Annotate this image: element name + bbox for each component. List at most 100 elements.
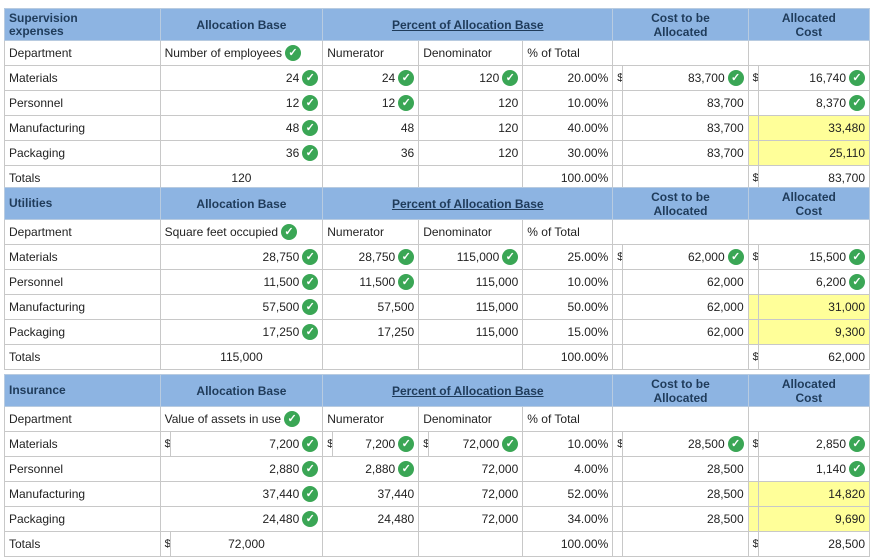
- check-circle-icon: ✓: [302, 436, 319, 452]
- percent-base-header: Percent of Allocation Base: [322, 374, 614, 407]
- check-circle-icon: ✓: [302, 145, 319, 161]
- check-circle-icon: ✓: [302, 120, 319, 136]
- numerator-label: Numerator: [322, 40, 420, 66]
- allocated-input[interactable]: 33,480: [757, 115, 871, 141]
- check-circle-icon: ✓: [502, 436, 519, 452]
- cost-input[interactable]: 83,700 ✓: [622, 65, 749, 91]
- denominator-label: Denominator: [418, 406, 524, 432]
- table-row: Personnel 11,500 ✓ 11,500 ✓ 115,000 10.00%…: [4, 269, 871, 295]
- base-input[interactable]: 17,250 ✓: [159, 319, 324, 345]
- numerator-label: Numerator: [322, 406, 420, 432]
- check-circle-icon: ✓: [849, 249, 865, 265]
- check-circle-icon: ✓: [302, 274, 319, 290]
- numerator-input[interactable]: 28,750 ✓: [322, 244, 420, 270]
- check-circle-icon: ✓: [727, 249, 744, 265]
- check-circle-icon: ✓: [502, 249, 519, 265]
- numerator-input[interactable]: 24 ✓: [322, 65, 420, 91]
- check-circle-icon: ✓: [849, 95, 865, 111]
- percent-base-header: Percent of Allocation Base: [322, 8, 614, 41]
- allocated-input[interactable]: 15,500 ✓: [757, 244, 871, 270]
- denominator-input[interactable]: 120 ✓: [418, 65, 524, 91]
- allocated-input[interactable]: 9,690: [757, 506, 871, 532]
- cost-input[interactable]: 28,500 ✓: [622, 431, 749, 457]
- section-title: Utilities: [4, 187, 161, 220]
- totals-row: Totals $ 72,000 100.00% $ 28,500: [4, 531, 871, 557]
- base-input[interactable]: 24 ✓: [159, 65, 324, 91]
- check-circle-icon: ✓: [281, 224, 298, 240]
- check-circle-icon: ✓: [302, 511, 319, 527]
- base-input[interactable]: 48 ✓: [159, 115, 324, 141]
- check-circle-icon: ✓: [302, 95, 319, 111]
- cost-to-be-allocated-header: Cost to be Allocated: [612, 8, 749, 41]
- section-title: Insurance: [4, 374, 161, 407]
- allocated-input[interactable]: 25,110: [757, 140, 871, 166]
- allocation-base-header: Allocation Base: [159, 187, 324, 220]
- table-row: Materials 28,750 ✓ 28,750 ✓ 115,000 ✓ 25.00…: [4, 244, 871, 270]
- department-label: Department: [4, 40, 161, 66]
- allocated-input[interactable]: 14,820: [757, 481, 871, 507]
- insurance-table: Insurance Allocation Base Percent of All…: [4, 374, 871, 557]
- check-circle-icon: ✓: [398, 461, 415, 477]
- allocated-input[interactable]: 1,140 ✓: [757, 456, 871, 482]
- numerator-input[interactable]: 12 ✓: [322, 90, 420, 116]
- table-row: Personnel 12 ✓ 12 ✓ 120 10.00% 83,700 8,37…: [4, 90, 871, 116]
- allocated-input[interactable]: 31,000: [757, 294, 871, 320]
- pct-total-label: % of Total: [522, 219, 614, 245]
- check-circle-icon: ✓: [302, 249, 319, 265]
- base-input[interactable]: 37,440 ✓: [159, 481, 324, 507]
- allocated-input[interactable]: 16,740 ✓: [757, 65, 871, 91]
- base-input[interactable]: 36 ✓: [159, 140, 324, 166]
- numerator-input[interactable]: 7,200 ✓: [332, 431, 420, 457]
- base-input[interactable]: 24,480 ✓: [159, 506, 324, 532]
- check-circle-icon: ✓: [302, 324, 319, 340]
- allocated-input[interactable]: 6,200 ✓: [757, 269, 871, 295]
- allocated-input[interactable]: 9,300: [757, 319, 871, 345]
- check-circle-icon: ✓: [398, 70, 415, 86]
- base-input[interactable]: 11,500 ✓: [159, 269, 324, 295]
- percent-base-header: Percent of Allocation Base: [322, 187, 614, 220]
- numerator-input[interactable]: 2,880 ✓: [322, 456, 420, 482]
- table-row: Manufacturing 37,440 ✓ 37,440 72,000 52.0…: [4, 481, 871, 507]
- base-input[interactable]: 28,750 ✓: [159, 244, 324, 270]
- cost-to-be-allocated-header: Cost to be Allocated: [612, 374, 749, 407]
- table-row: Packaging 17,250 ✓ 17,250 115,000 15.00% …: [4, 319, 871, 345]
- check-circle-icon: ✓: [398, 436, 415, 452]
- allocation-base-header: Allocation Base: [159, 374, 324, 407]
- base-input[interactable]: 7,200 ✓: [169, 431, 324, 457]
- table-row: Manufacturing 48 ✓ 48 120 40.00% 83,700 3…: [4, 115, 871, 141]
- department-label: Department: [4, 406, 161, 432]
- table-row: Manufacturing 57,500 ✓ 57,500 115,000 50.…: [4, 294, 871, 320]
- section-title: Supervision expenses: [4, 8, 161, 41]
- totals-row: Totals 120 100.00% $ 83,700: [4, 165, 871, 191]
- check-circle-icon: ✓: [502, 70, 519, 86]
- allocation-base-cell[interactable]: Number of employees ✓: [159, 40, 324, 66]
- pct-total-label: % of Total: [522, 40, 614, 66]
- allocation-base-cell[interactable]: Square feet occupied ✓: [159, 219, 324, 245]
- denominator-label: Denominator: [418, 219, 524, 245]
- cost-input[interactable]: 62,000 ✓: [622, 244, 749, 270]
- cost-to-be-allocated-header: Cost to be Allocated: [612, 187, 749, 220]
- check-circle-icon: ✓: [302, 461, 319, 477]
- check-circle-icon: ✓: [398, 249, 415, 265]
- denominator-input[interactable]: 72,000 ✓: [428, 431, 524, 457]
- allocated-input[interactable]: 2,850 ✓: [757, 431, 871, 457]
- denominator-label: Denominator: [418, 40, 524, 66]
- numerator-input[interactable]: 11,500 ✓: [322, 269, 420, 295]
- check-circle-icon: ✓: [849, 274, 865, 290]
- denominator-input[interactable]: 115,000 ✓: [418, 244, 524, 270]
- table-row: Packaging 24,480 ✓ 24,480 72,000 34.00% 2…: [4, 506, 871, 532]
- allocation-base-header: Allocation Base: [159, 8, 324, 41]
- check-circle-icon: ✓: [302, 486, 319, 502]
- allocation-base-cell[interactable]: Value of assets in use ✓: [159, 406, 324, 432]
- base-input[interactable]: 12 ✓: [159, 90, 324, 116]
- check-circle-icon: ✓: [284, 45, 301, 61]
- allocated-input[interactable]: 8,370 ✓: [757, 90, 871, 116]
- numerator-label: Numerator: [322, 219, 420, 245]
- table-row: Personnel 2,880 ✓ 2,880 ✓ 72,000 4.00% 28,…: [4, 456, 871, 482]
- check-circle-icon: ✓: [727, 70, 744, 86]
- check-circle-icon: ✓: [849, 70, 865, 86]
- base-input[interactable]: 2,880 ✓: [159, 456, 324, 482]
- table-row: Packaging 36 ✓ 36 120 30.00% 83,700 25,11…: [4, 140, 871, 166]
- base-input[interactable]: 57,500 ✓: [159, 294, 324, 320]
- check-circle-icon: ✓: [849, 436, 865, 452]
